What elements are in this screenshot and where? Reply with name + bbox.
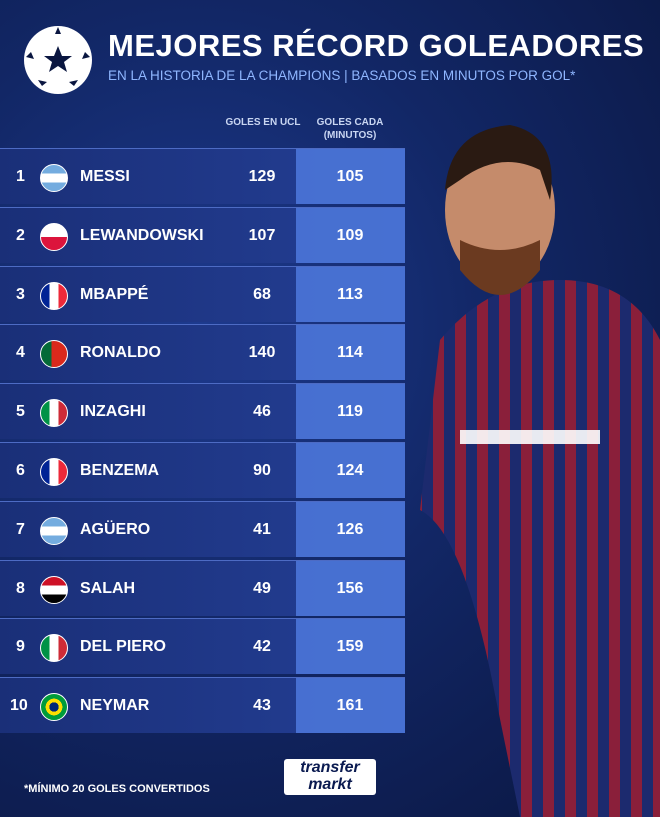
player-name: MESSI [80,168,130,185]
rank: 2 [16,226,25,244]
highlight-cell [296,560,405,616]
highlight-cell [296,149,405,204]
minutes-per-goal: 124 [336,462,364,479]
highlight-cell [296,443,405,498]
goals: 68 [253,285,271,303]
table-row: 2 LEWANDOWSKI 107 109 [0,206,405,263]
flag-icon [40,693,68,722]
minutes-per-goal: 159 [336,638,364,656]
minutes-per-goal: 161 [336,697,364,715]
player-name: INZAGHI [80,403,146,421]
goals: 129 [248,168,276,185]
highlight-cell [296,384,405,440]
highlight-cell [296,678,405,734]
table-row: 10 NEYMAR 43 161 [0,677,405,734]
table-row: 6 BENZEMA 90 124 [0,442,405,498]
goals: 90 [253,462,271,479]
minutes-per-goal: 156 [336,579,364,597]
highlight-cell [296,501,405,557]
rank: 6 [16,462,25,479]
player-name: DEL PIERO [80,638,166,656]
logo-text: markt [308,776,352,793]
rank: 7 [16,520,25,538]
footnote: *MÍNIMO 20 GOLES CONVERTIDOS [24,783,210,795]
table-row: 1 MESSI 129 105 [0,148,405,204]
table-row: 5 INZAGHI 46 119 [0,383,405,440]
rank: 4 [16,344,25,362]
player-name: BENZEMA [80,462,160,479]
player-figure [420,125,660,817]
minutes-per-goal: 126 [336,520,364,538]
flag-icon [40,164,68,192]
subtitle: EN LA HISTORIA DE LA CHAMPIONS | BASADOS… [108,68,576,83]
minutes-per-goal: 113 [337,285,363,303]
player-name: RONALDO [80,344,161,362]
minutes-per-goal: 114 [337,344,363,362]
player-name: AGÜERO [80,520,151,538]
flag-icon [40,222,68,251]
goals: 46 [253,403,271,421]
highlight-cell [296,325,405,381]
ucl-logo [24,26,92,94]
highlight-cell [296,619,405,675]
table-row: 9 DEL PIERO 42 159 [0,618,405,675]
minutes-per-goal: 119 [337,403,363,421]
goals: 49 [253,579,271,597]
column-header: GOLES CADA (MINUTOS) [316,117,384,141]
minutes-per-goal: 109 [336,226,364,244]
highlight-cell [296,266,405,322]
flag-icon [40,340,68,369]
flag-icon [40,575,68,604]
rank: 5 [16,403,25,421]
player-name: NEYMAR [80,697,150,715]
flag-icon [40,281,68,310]
flag-icon [40,634,68,663]
column-header: GOLES EN UCL [225,117,301,128]
rank: 10 [10,697,28,715]
rank: 3 [16,285,25,303]
player-name: LEWANDOWSKI [80,226,204,244]
goals: 43 [253,697,271,715]
goals: 41 [253,520,271,538]
flag-icon [40,399,68,428]
player-name: MBAPPÉ [80,285,149,303]
table-row: 4 RONALDO 140 114 [0,324,405,381]
table-row: 3 MBAPPÉ 68 113 [0,265,405,322]
logo-text: transfer [300,759,360,776]
goals: 42 [253,638,271,656]
player-name: SALAH [80,579,136,597]
table-row: 7 AGÜERO 41 126 [0,500,405,557]
rank: 1 [16,168,25,185]
flag-icon [40,516,68,545]
highlight-cell [296,207,405,263]
rank: 8 [16,579,25,597]
title: MEJORES RÉCORD GOLEADORES [108,28,645,63]
goals: 140 [248,344,276,362]
rank: 9 [16,638,25,656]
transfermarkt-logo: transfer markt [284,759,376,795]
goals: 107 [248,226,276,244]
table-row: 8 SALAH 49 156 [0,559,405,616]
minutes-per-goal: 105 [336,168,364,185]
flag-icon [40,458,68,486]
